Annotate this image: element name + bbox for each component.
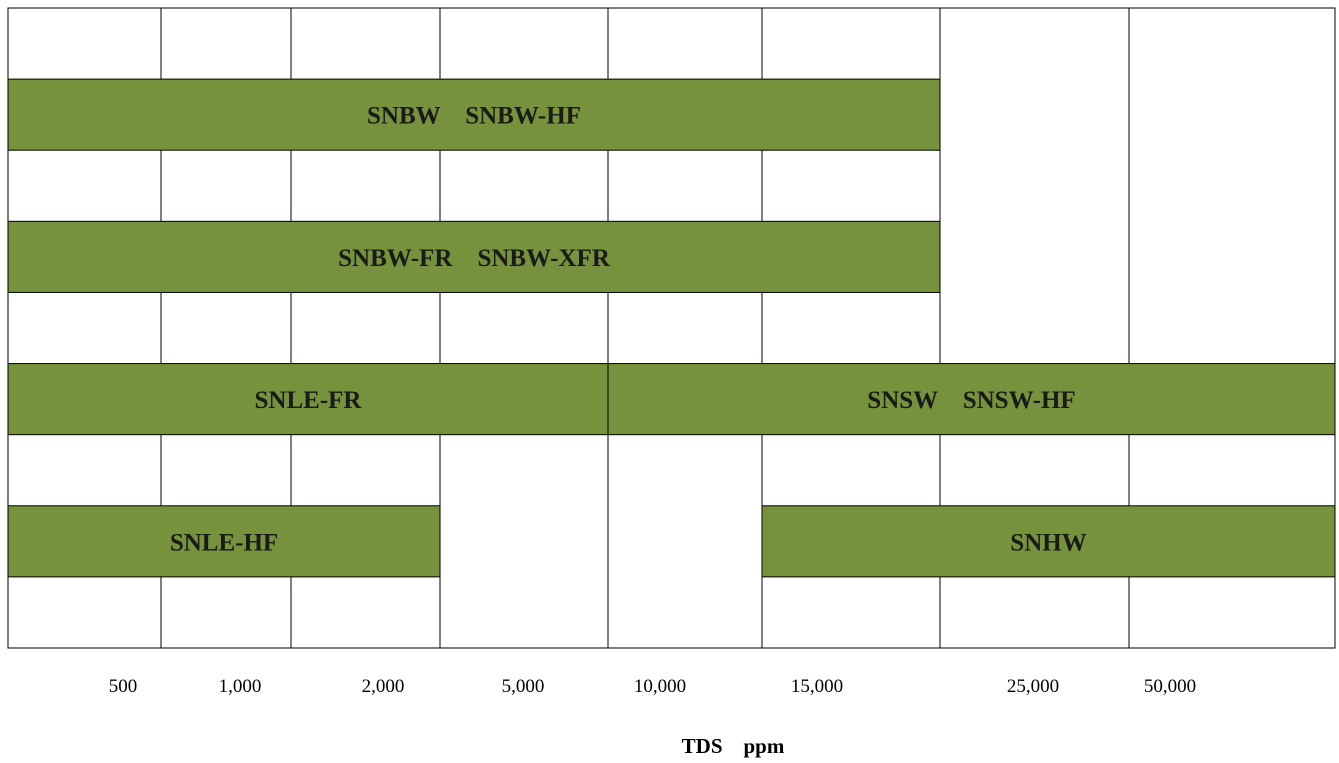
bar-label: SNBW-FR SNBW-XFR bbox=[338, 245, 611, 272]
range-bar bbox=[7, 505, 441, 578]
x-tick-label: 5,000 bbox=[502, 676, 545, 697]
bar-label: SNHW bbox=[1010, 529, 1086, 556]
bar-label: SNLE-HF bbox=[170, 529, 278, 556]
range-bar bbox=[761, 505, 1336, 578]
x-tick-label: 10,000 bbox=[634, 676, 686, 697]
range-bar bbox=[7, 78, 941, 151]
range-bar bbox=[7, 363, 609, 436]
x-axis-title: TDS ppm bbox=[682, 734, 785, 758]
x-tick-label: 2,000 bbox=[362, 676, 405, 697]
x-tick-label: 500 bbox=[109, 676, 138, 697]
x-tick-label: 15,000 bbox=[791, 676, 843, 697]
bar-label: SNSW SNSW-HF bbox=[867, 387, 1075, 414]
bar-label: SNBW SNBW-HF bbox=[367, 103, 581, 130]
x-axis-ticks: 500 1,000 2,000 5,000 10,000 15,000 25,000 50,0… bbox=[109, 676, 1196, 697]
range-bar bbox=[607, 363, 1336, 436]
x-tick-label: 1,000 bbox=[219, 676, 262, 697]
bars: SNBW SNBW-HF SNBW-FR SNBW-XFR SNLE-FR SNSW … bbox=[7, 78, 1336, 578]
x-tick-label: 25,000 bbox=[1007, 676, 1059, 697]
x-tick-label: 50,000 bbox=[1144, 676, 1196, 697]
bar-label: SNLE-FR bbox=[255, 387, 363, 414]
range-bar bbox=[7, 220, 941, 293]
